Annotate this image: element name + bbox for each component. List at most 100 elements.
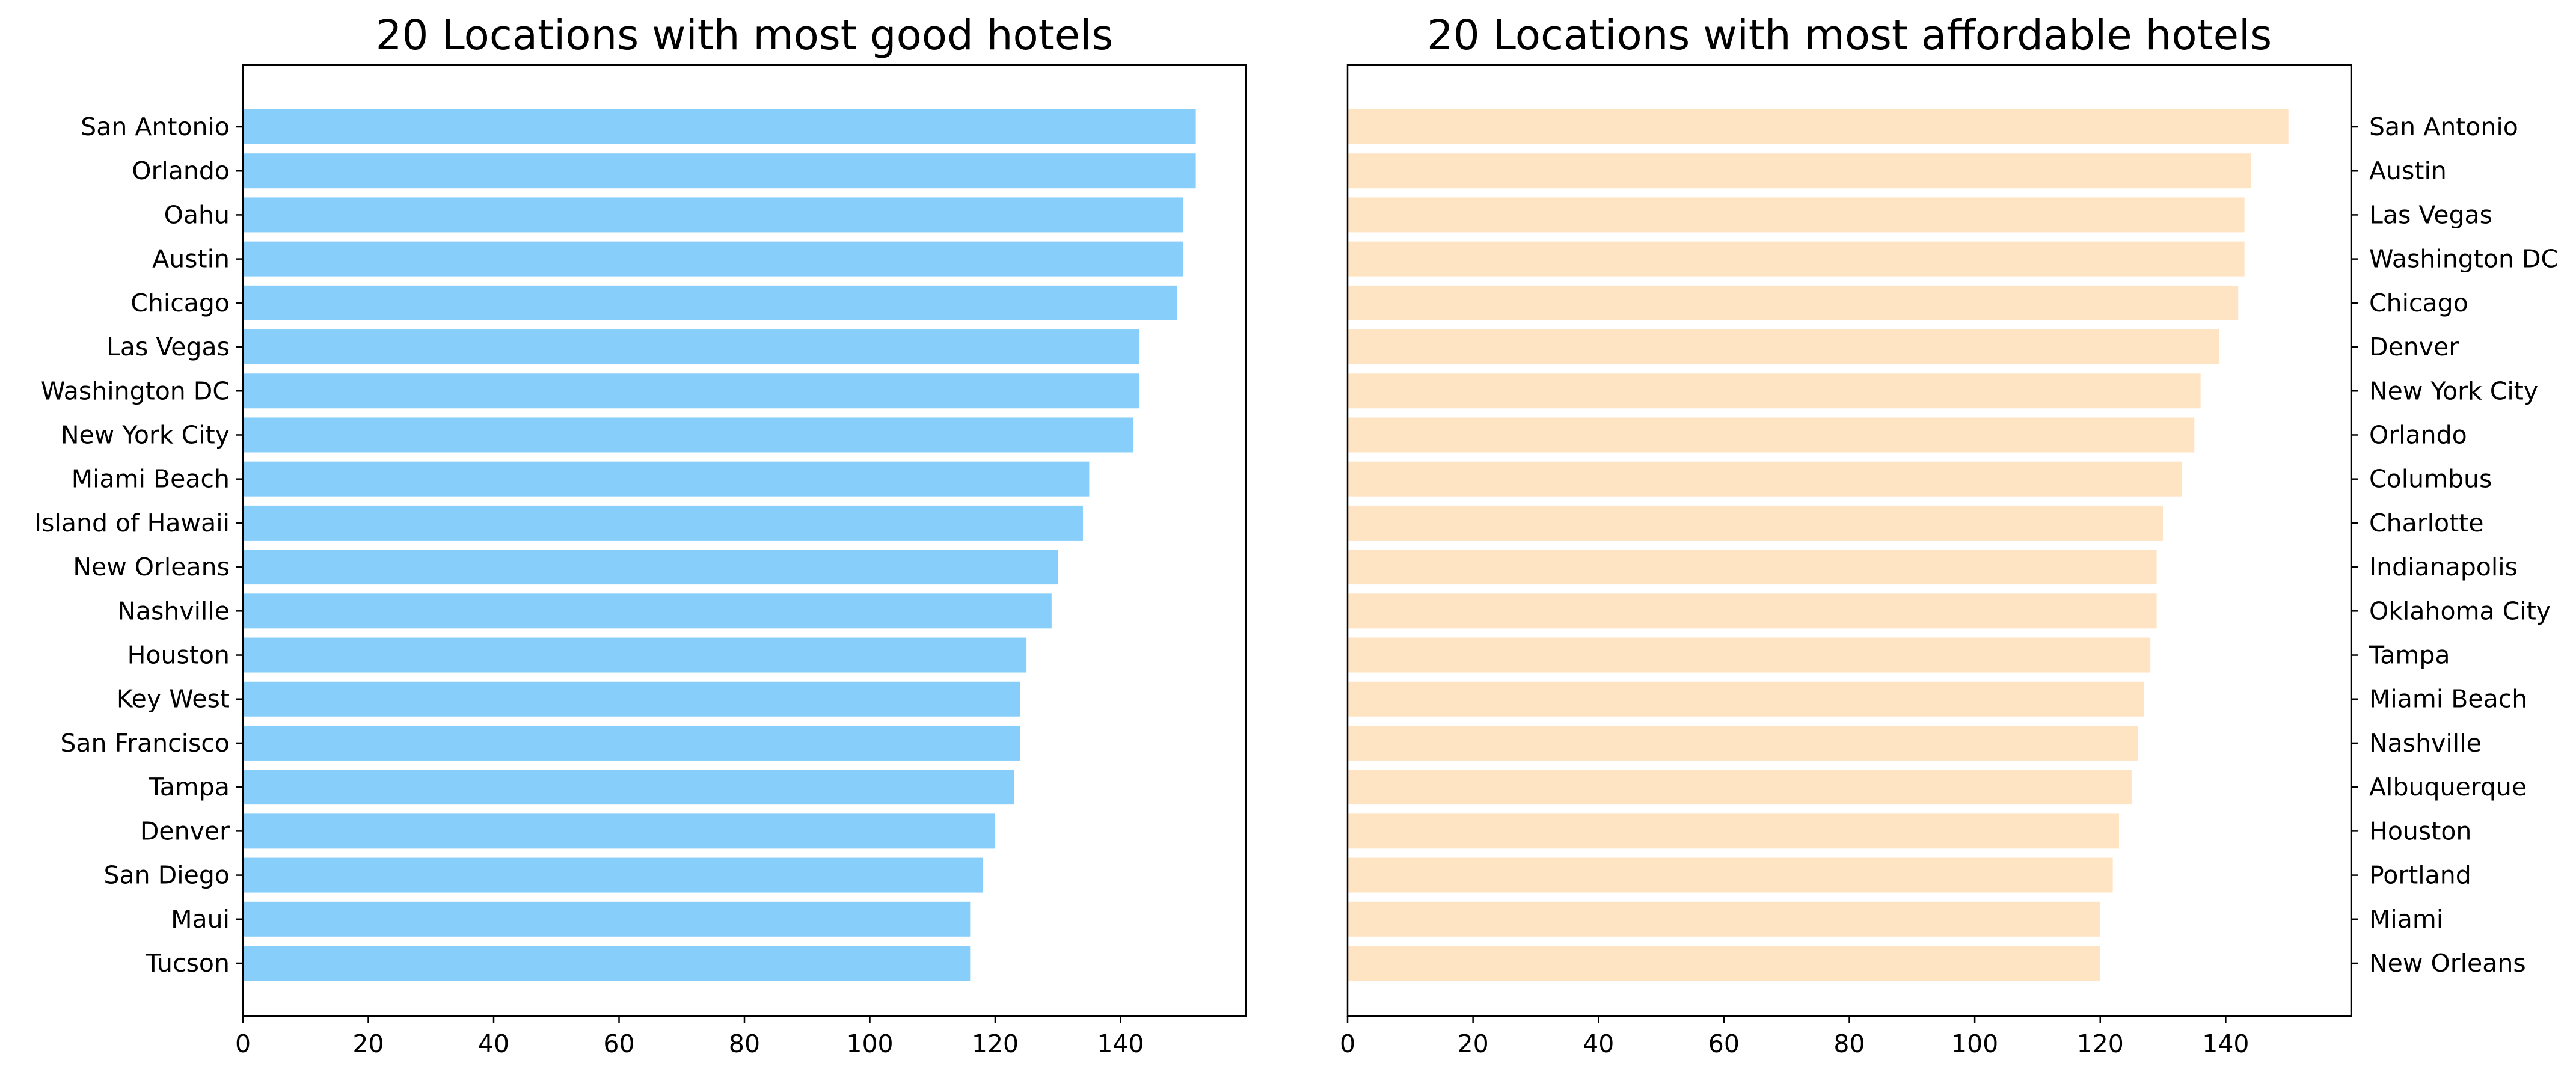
- good-category-label: San Diego: [104, 861, 230, 890]
- affordable-bar: [1348, 637, 2151, 673]
- affordable-x-tick-label: 40: [1583, 1029, 1614, 1058]
- affordable-category-label: Denver: [2369, 332, 2459, 361]
- affordable-bar: [1348, 153, 2251, 189]
- good-x-tick-label: 40: [478, 1029, 509, 1058]
- affordable-bar: [1348, 681, 2144, 717]
- good-category-label: San Francisco: [60, 729, 230, 758]
- good-category-label: Las Vegas: [106, 332, 230, 361]
- affordable-category-label: Portland: [2369, 861, 2471, 890]
- affordable-bar: [1348, 285, 2239, 320]
- good-category-label: San Antonio: [81, 112, 230, 141]
- good-bar: [243, 285, 1177, 320]
- good-bar: [243, 813, 995, 849]
- affordable-hotels-chart: 20 Locations with most affordable hotels…: [1340, 11, 2558, 1058]
- good-category-label: Chicago: [130, 289, 230, 317]
- good-hotels-chart: 20 Locations with most good hotels San An…: [34, 11, 1247, 1058]
- affordable-x-tick-label: 100: [1951, 1029, 1998, 1058]
- affordable-bar: [1348, 241, 2245, 277]
- affordable-category-label: Tampa: [2369, 641, 2450, 670]
- affordable-bar: [1348, 461, 2182, 497]
- good-bar: [243, 461, 1090, 497]
- good-category-label: Washington DC: [41, 376, 230, 405]
- affordable-category-label: Albuquerque: [2369, 773, 2527, 801]
- good-bar: [243, 550, 1058, 585]
- affordable-bar: [1348, 725, 2138, 761]
- good-bar: [243, 637, 1027, 673]
- affordable-bar: [1348, 197, 2245, 233]
- affordable-bar: [1348, 770, 2132, 805]
- good-bar: [243, 946, 971, 981]
- affordable-x-tick-label: 20: [1458, 1029, 1489, 1058]
- good-bar: [243, 505, 1083, 541]
- good-category-label: Oahu: [164, 200, 230, 229]
- affordable-category-label: Orlando: [2369, 420, 2467, 449]
- affordable-bar: [1348, 946, 2100, 981]
- good-bar: [243, 593, 1052, 629]
- good-category-label: Nashville: [117, 596, 230, 625]
- good-category-label: Austin: [152, 245, 230, 274]
- good-category-label: Orlando: [132, 156, 230, 185]
- good-category-label: Tampa: [149, 773, 230, 801]
- good-bar: [243, 770, 1014, 805]
- good-x-tick-label: 100: [846, 1029, 893, 1058]
- good-bar: [243, 197, 1183, 233]
- affordable-bar: [1348, 109, 2289, 144]
- affordable-category-label: New York City: [2369, 376, 2538, 405]
- affordable-x-tick-label: 60: [1708, 1029, 1740, 1058]
- affordable-category-label: New Orleans: [2369, 949, 2526, 978]
- affordable-bar: [1348, 329, 2219, 365]
- good-bar: [243, 417, 1133, 453]
- good-bar: [243, 901, 971, 937]
- good-chart-title: 20 Locations with most good hotels: [376, 11, 1114, 60]
- affordable-plot-frame: [1346, 64, 2352, 1017]
- good-category-label: Maui: [171, 905, 230, 934]
- affordable-category-label: Miami: [2369, 905, 2443, 934]
- good-bar: [243, 109, 1196, 144]
- affordable-x-tick-label: 120: [2077, 1029, 2124, 1058]
- affordable-bar: [1348, 505, 2164, 541]
- affordable-x-tick-label: 0: [1340, 1029, 1355, 1058]
- good-x-tick-label: 140: [1097, 1029, 1144, 1058]
- good-category-label: New York City: [61, 420, 230, 449]
- affordable-bar: [1348, 901, 2100, 937]
- affordable-x-tick-label: 80: [1833, 1029, 1865, 1058]
- good-bar: [243, 241, 1183, 277]
- good-bar: [243, 329, 1139, 365]
- affordable-bar: [1348, 373, 2201, 409]
- good-category-label: Tucson: [145, 949, 230, 978]
- affordable-bar: [1348, 813, 2120, 849]
- affordable-category-label: Miami Beach: [2369, 685, 2527, 714]
- good-bar: [243, 725, 1020, 761]
- affordable-bar: [1348, 417, 2195, 453]
- affordable-bar: [1348, 550, 2157, 585]
- affordable-category-label: Chicago: [2369, 289, 2468, 317]
- affordable-category-label: Columbus: [2369, 465, 2492, 494]
- good-category-label: New Orleans: [73, 553, 230, 581]
- good-bar: [243, 681, 1020, 717]
- good-category-label: Houston: [127, 641, 230, 670]
- good-category-label: Denver: [140, 816, 230, 845]
- good-category-label: Key West: [117, 685, 230, 714]
- affordable-category-label: Las Vegas: [2369, 200, 2492, 229]
- good-x-tick-label: 80: [729, 1029, 760, 1058]
- affordable-category-label: Oklahoma City: [2369, 596, 2551, 625]
- good-category-label: Island of Hawaii: [34, 509, 230, 537]
- affordable-category-label: Nashville: [2369, 729, 2482, 758]
- affordable-category-label: Houston: [2369, 816, 2471, 845]
- good-x-tick-label: 60: [603, 1029, 634, 1058]
- affordable-x-tick-label: 140: [2202, 1029, 2249, 1058]
- good-x-tick-label: 0: [235, 1029, 251, 1058]
- good-x-tick-label: 120: [972, 1029, 1019, 1058]
- good-x-tick-label: 20: [352, 1029, 384, 1058]
- affordable-bar: [1348, 593, 2157, 629]
- good-bar: [243, 373, 1139, 409]
- affordable-category-label: Washington DC: [2369, 245, 2558, 274]
- affordable-bar: [1348, 857, 2113, 893]
- affordable-category-label: Austin: [2369, 156, 2447, 185]
- good-bar: [243, 153, 1196, 189]
- good-bar: [243, 857, 983, 893]
- affordable-category-label: San Antonio: [2369, 112, 2518, 141]
- good-plot-frame: [242, 64, 1247, 1017]
- affordable-category-label: Charlotte: [2369, 509, 2483, 537]
